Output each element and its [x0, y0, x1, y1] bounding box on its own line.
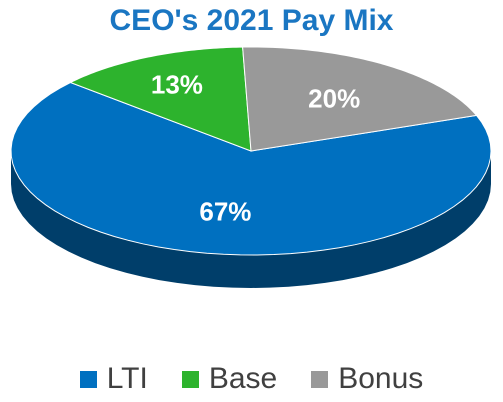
legend-label-bonus: Bonus — [338, 362, 424, 395]
data-label-lti: 67% — [199, 196, 251, 226]
pie-side-lti — [11, 151, 491, 288]
pie-slice-lti — [10, 81, 492, 256]
data-labels: 67% 13% 20% — [151, 69, 360, 226]
legend-item-base: Base — [181, 362, 278, 396]
legend: LTI Base Bonus — [0, 362, 503, 396]
chart-title: CEO's 2021 Pay Mix — [109, 4, 394, 37]
pie-slice-base — [69, 46, 252, 152]
pie-slices — [10, 46, 492, 288]
legend-item-lti: LTI — [79, 362, 148, 396]
data-label-base: 13% — [151, 69, 203, 99]
legend-label-base: Base — [208, 362, 278, 395]
legend-swatch-lti — [79, 370, 97, 388]
legend-swatch-base — [181, 370, 199, 388]
pie-slice-bonus — [242, 46, 478, 152]
data-label-bonus: 20% — [308, 84, 360, 114]
legend-swatch-bonus — [311, 370, 329, 388]
legend-label-lti: LTI — [106, 362, 148, 395]
legend-item-bonus: Bonus — [311, 362, 423, 396]
